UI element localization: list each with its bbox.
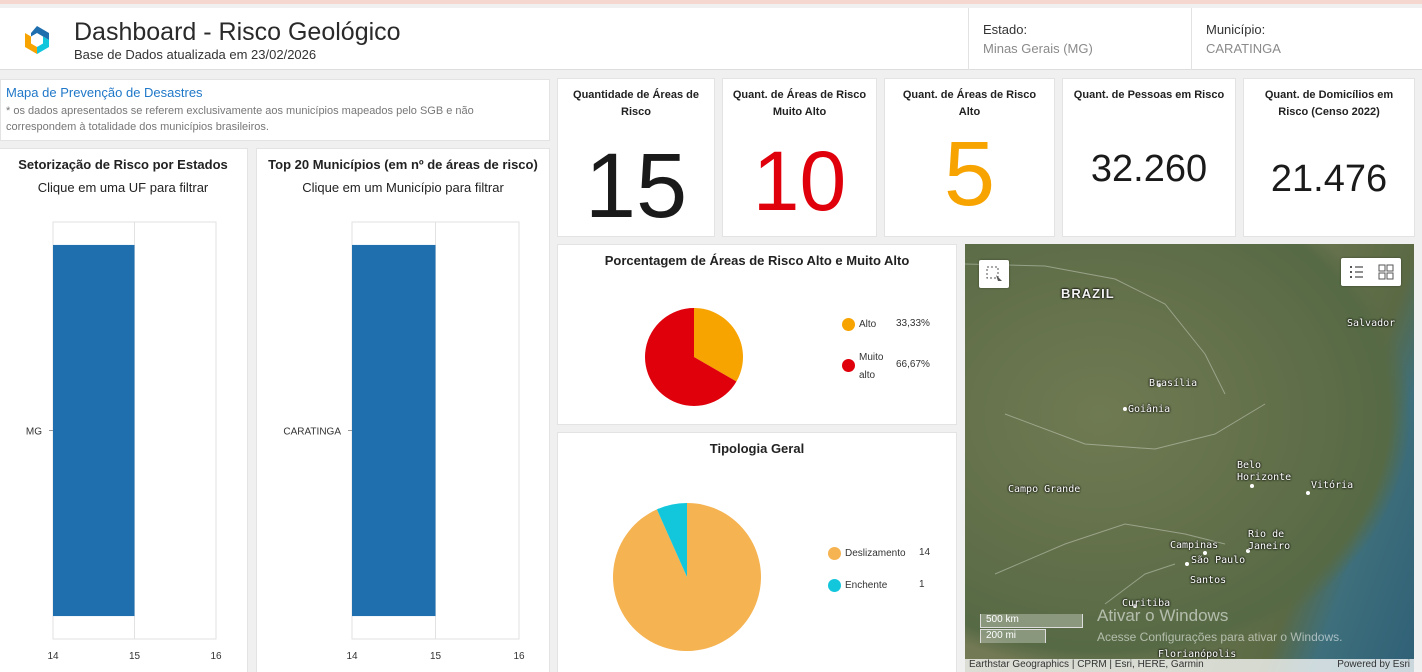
legend-enchente-label: Enchente: [845, 580, 888, 591]
kpi-pessoas: Quant. de Pessoas em Risco 32.260: [1062, 78, 1236, 237]
risk-pie-title: Porcentagem de Áreas de Risco Alto e Mui…: [604, 253, 910, 268]
basemap-gallery-icon[interactable]: [1378, 264, 1394, 280]
bar-caratinga[interactable]: [352, 244, 436, 617]
municipios-bar-chart-panel: Top 20 Municípios (em nº de áreas de ris…: [256, 148, 550, 672]
tipologia-pie-title: Tipologia Geral: [709, 441, 805, 456]
map-country-label: BRAZIL: [1061, 286, 1115, 301]
estado-value[interactable]: Minas Gerais (MG): [983, 41, 1093, 56]
municipios-chart-subtitle: Clique em um Município para filtrar: [302, 180, 504, 195]
states-bar-chart-panel: Setorização de Risco por Estados Clique …: [0, 148, 248, 672]
dashboard-header: Dashboard - Risco Geológico Base de Dado…: [0, 8, 1422, 70]
tipologia-slice-enchente[interactable]: [656, 503, 687, 577]
municipio-value[interactable]: CARATINGA: [1206, 41, 1281, 56]
x-tick-label: 14: [346, 651, 358, 662]
x-tick-label: 16: [210, 651, 222, 662]
tipologia-pie-panel: Tipologia Geral Deslizamento 14 Enchente…: [557, 432, 957, 672]
legend-list-icon[interactable]: [1341, 258, 1401, 286]
windows-watermark-text: Acesse Configurações para ativar o Windo…: [1097, 630, 1343, 644]
info-panel: Mapa de Prevenção de Desastres * os dado…: [0, 79, 550, 141]
legend-muito-alto-label-line2: alto: [859, 370, 876, 381]
x-tick-label: 14: [47, 651, 59, 662]
city-santos: Santos: [1190, 575, 1227, 586]
powered-by-esri[interactable]: Powered by Esri: [1337, 659, 1410, 670]
kpi-total-areas: Quantidade de Áreas de Risco 15: [557, 78, 715, 237]
municipios-bar-chart: 14 15 16 CARATINGA: [283, 221, 525, 662]
scale-bar-km: 500 km: [980, 614, 1083, 628]
page-subtitle: Base de Dados atualizada em 23/02/2026: [74, 47, 317, 62]
legend-enchente-swatch: [828, 579, 841, 592]
legend-muito-alto-label-line1: Muito: [859, 352, 884, 363]
city-campinas: Campinas: [1170, 540, 1219, 551]
kpi-alto-value: 5: [943, 123, 996, 225]
category-label: MG: [26, 427, 42, 438]
states-chart-title: Setorização de Risco por Estados: [18, 157, 228, 172]
legend-deslizamento-label: Deslizamento: [845, 548, 906, 559]
bar-mg[interactable]: [53, 244, 135, 617]
kpi-muito-alto-label: Quant. de Áreas de Risco Muito Alto: [732, 89, 867, 118]
kpi-pessoas-value: 32.260: [1090, 148, 1208, 190]
legend-deslizamento-value: 14: [919, 547, 931, 558]
prevention-map-link[interactable]: Mapa de Prevenção de Desastres: [6, 85, 203, 100]
municipio-label: Município:: [1206, 22, 1266, 37]
kpi-domicilios-value: 21.476: [1270, 158, 1388, 200]
city-sao-paulo: São Paulo: [1191, 555, 1246, 566]
city-salvador: Salvador: [1347, 318, 1396, 329]
city-campo-grande: Campo Grande: [1008, 484, 1081, 495]
city-goiania: Goiânia: [1128, 404, 1171, 415]
legend-enchente-value: 1: [919, 579, 925, 590]
kpi-pessoas-label: Quant. de Pessoas em Risco: [1073, 89, 1225, 101]
kpi-muito-alto: Quant. de Áreas de Risco Muito Alto 10: [722, 78, 877, 237]
states-chart-subtitle: Clique em uma UF para filtrar: [37, 180, 209, 195]
city-belo-horizonte: Belo Horizonte: [1237, 460, 1292, 483]
kpi-domicilios-label: Quant. de Domicílios em Risco (Censo 202…: [1264, 89, 1394, 118]
legend-muito-alto-value: 66,67%: [896, 359, 930, 370]
city-rio-de-janeiro: Rio de Janeiro: [1248, 529, 1291, 552]
risk-pie-chart: [645, 308, 743, 406]
risk-slice-muito-alto[interactable]: [645, 308, 737, 406]
tipologia-pie-chart: [613, 503, 761, 651]
kpi-alto: Quant. de Áreas de Risco Alto 5: [884, 78, 1055, 237]
app-logo-icon: [25, 26, 49, 54]
city-curitiba: Curitiba: [1122, 598, 1171, 609]
municipios-chart-title: Top 20 Municípios (em nº de áreas de ris…: [268, 157, 538, 172]
map-view[interactable]: BRAZIL Salvador Brasília Goiânia Belo Ho…: [965, 244, 1414, 672]
map-borders: [965, 263, 1310, 608]
risk-percentage-pie-panel: Porcentagem de Áreas de Risco Alto e Mui…: [557, 244, 957, 425]
x-tick-label: 16: [513, 651, 525, 662]
windows-watermark-title: Ativar o Windows: [1097, 606, 1229, 625]
estado-selector[interactable]: Estado: Minas Gerais (MG): [968, 8, 1191, 70]
kpi-muito-alto-value: 10: [752, 134, 847, 228]
city-brasilia: Brasília: [1149, 378, 1198, 389]
page-title: Dashboard - Risco Geológico: [74, 18, 401, 46]
legend-deslizamento-swatch: [828, 547, 841, 560]
kpi-total-areas-value: 15: [584, 135, 688, 237]
kpi-alto-label: Quant. de Áreas de Risco Alto: [902, 89, 1037, 118]
x-tick-label: 15: [430, 651, 442, 662]
estado-label: Estado:: [983, 22, 1028, 37]
legend-alto-label: Alto: [859, 319, 877, 330]
legend-alto-value: 33,33%: [896, 318, 930, 329]
top-accent-line: [0, 0, 1422, 4]
municipio-selector[interactable]: Município: CARATINGA: [1191, 8, 1422, 70]
kpi-domicilios: Quant. de Domicílios em Risco (Censo 202…: [1243, 78, 1415, 237]
map-attribution: Earthstar Geographics | CPRM | Esri, HER…: [965, 659, 1414, 672]
risk-slice-alto[interactable]: [694, 308, 743, 382]
kpi-total-areas-label: Quantidade de Áreas de Risco: [573, 89, 699, 118]
city-florianopolis: Florianópolis: [1158, 649, 1237, 660]
states-bar-chart: 14 15 16 MG: [26, 221, 222, 662]
attribution-text[interactable]: Earthstar Geographics | CPRM | Esri, HER…: [969, 659, 1204, 670]
legend-alto-swatch: [842, 318, 855, 331]
category-label: CARATINGA: [283, 427, 341, 438]
city-vitoria: Vitória: [1311, 480, 1354, 491]
x-tick-label: 15: [129, 651, 141, 662]
rectangle-select-icon: [986, 266, 1002, 281]
map-tools-group: [1341, 258, 1401, 286]
legend-muito-alto-swatch: [842, 359, 855, 372]
rectangle-select-button[interactable]: [979, 260, 1009, 288]
scale-bar-mi: 200 mi: [980, 629, 1046, 643]
info-note: * os dados apresentados se referem exclu…: [6, 105, 474, 133]
